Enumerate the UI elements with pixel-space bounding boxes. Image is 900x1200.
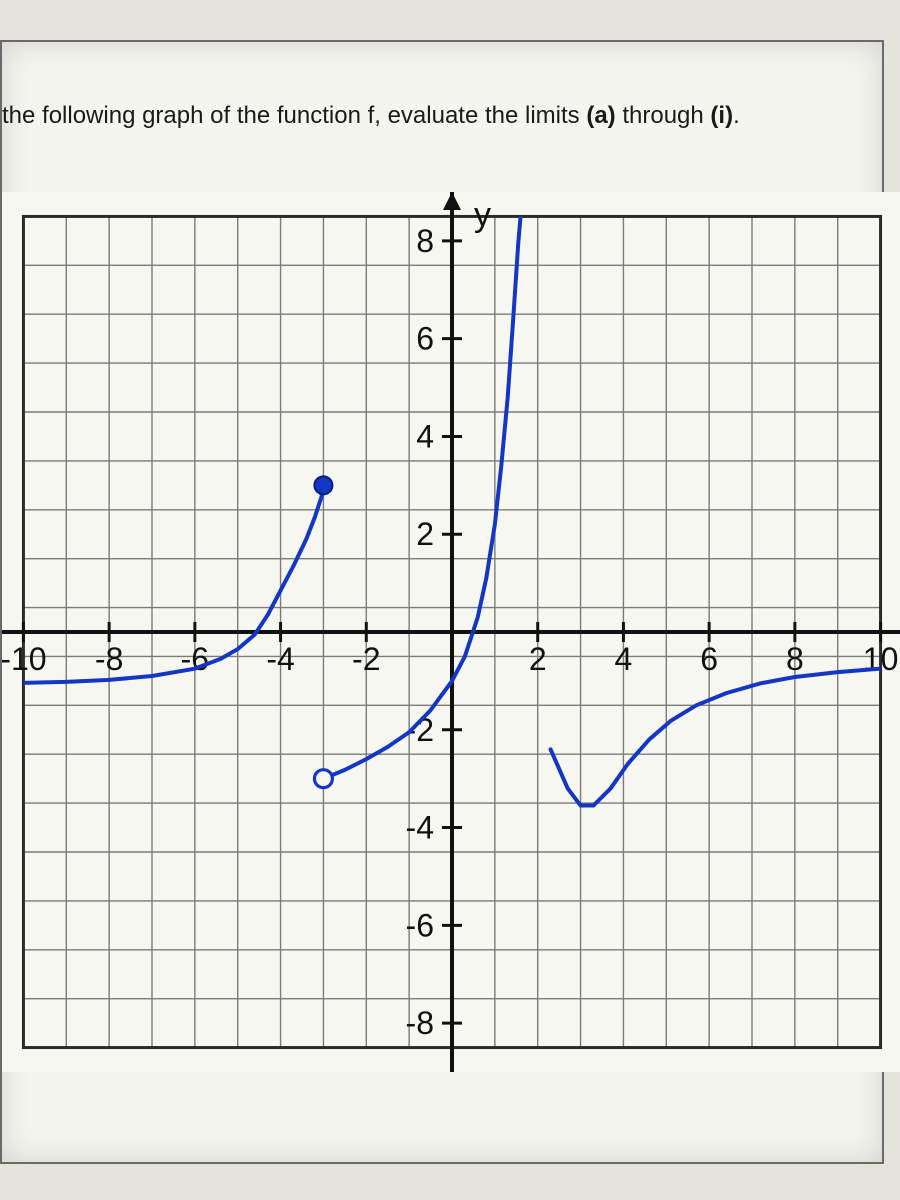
svg-text:-6: -6 xyxy=(406,907,434,943)
svg-text:-4: -4 xyxy=(406,810,434,846)
svg-text:6: 6 xyxy=(416,321,434,357)
svg-text:2: 2 xyxy=(416,516,434,552)
prompt-suffix: . xyxy=(733,102,740,129)
chart-svg: y-10-8-6-4-2246810-8-6-4-22468 xyxy=(2,192,900,1072)
svg-text:2: 2 xyxy=(529,641,547,677)
svg-text:-8: -8 xyxy=(406,1005,434,1041)
svg-text:6: 6 xyxy=(700,641,718,677)
svg-text:4: 4 xyxy=(416,418,434,454)
svg-text:8: 8 xyxy=(786,641,804,677)
svg-text:-10: -10 xyxy=(2,641,47,677)
svg-text:-4: -4 xyxy=(266,641,294,677)
svg-text:y: y xyxy=(474,196,491,234)
svg-text:8: 8 xyxy=(416,223,434,259)
svg-text:4: 4 xyxy=(615,641,633,677)
question-panel: the following graph of the function f, e… xyxy=(0,40,884,1164)
function-graph: y-10-8-6-4-2246810-8-6-4-22468 xyxy=(2,192,900,1072)
question-prompt: the following graph of the function f, e… xyxy=(2,102,862,130)
prompt-prefix: the following graph of the function f, e… xyxy=(2,102,586,129)
screenshot-root: the following graph of the function f, e… xyxy=(0,0,900,1200)
prompt-a: (a) xyxy=(586,102,615,129)
svg-text:-2: -2 xyxy=(352,641,380,677)
prompt-i: (i) xyxy=(710,102,733,129)
prompt-mid: through xyxy=(616,102,711,129)
svg-text:-8: -8 xyxy=(95,641,123,677)
